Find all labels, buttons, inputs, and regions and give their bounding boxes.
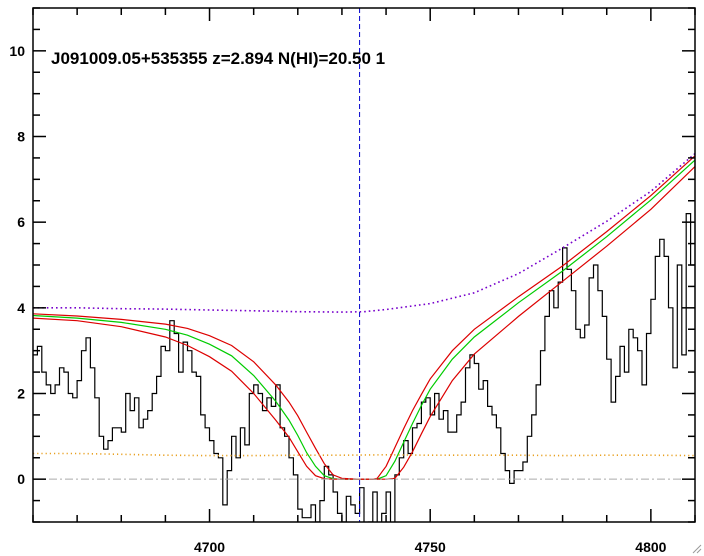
x-tick-label: 4750: [415, 539, 446, 555]
chart-title: J091009.05+535355 z=2.894 N(HI)=20.50 1: [51, 49, 385, 68]
fit-upper-bound-line: [33, 155, 695, 480]
axis-ticks: 4700 4750 4800 0 2 4 6 8 10: [9, 7, 696, 555]
continuum-dotted-line: [33, 152, 695, 313]
y-tick-label: 0: [17, 471, 25, 487]
series-layer: [33, 152, 695, 522]
y-tick-label: 2: [17, 386, 25, 402]
resize-grip-icon[interactable]: [690, 542, 702, 554]
x-tick-label: 4800: [635, 539, 666, 555]
y-tick-label: 6: [17, 214, 25, 230]
y-tick-label: 10: [9, 43, 25, 59]
voigt-fit-line: [33, 159, 695, 480]
spectrum-flux-step: [33, 213, 695, 522]
x-tick-label: 4700: [194, 539, 225, 555]
y-tick-label: 4: [17, 300, 25, 316]
plot-frame: [32, 7, 696, 523]
y-tick-label: 8: [17, 129, 25, 145]
fit-lower-bound-line: [33, 166, 695, 480]
error-dotted-line: [33, 452, 695, 457]
